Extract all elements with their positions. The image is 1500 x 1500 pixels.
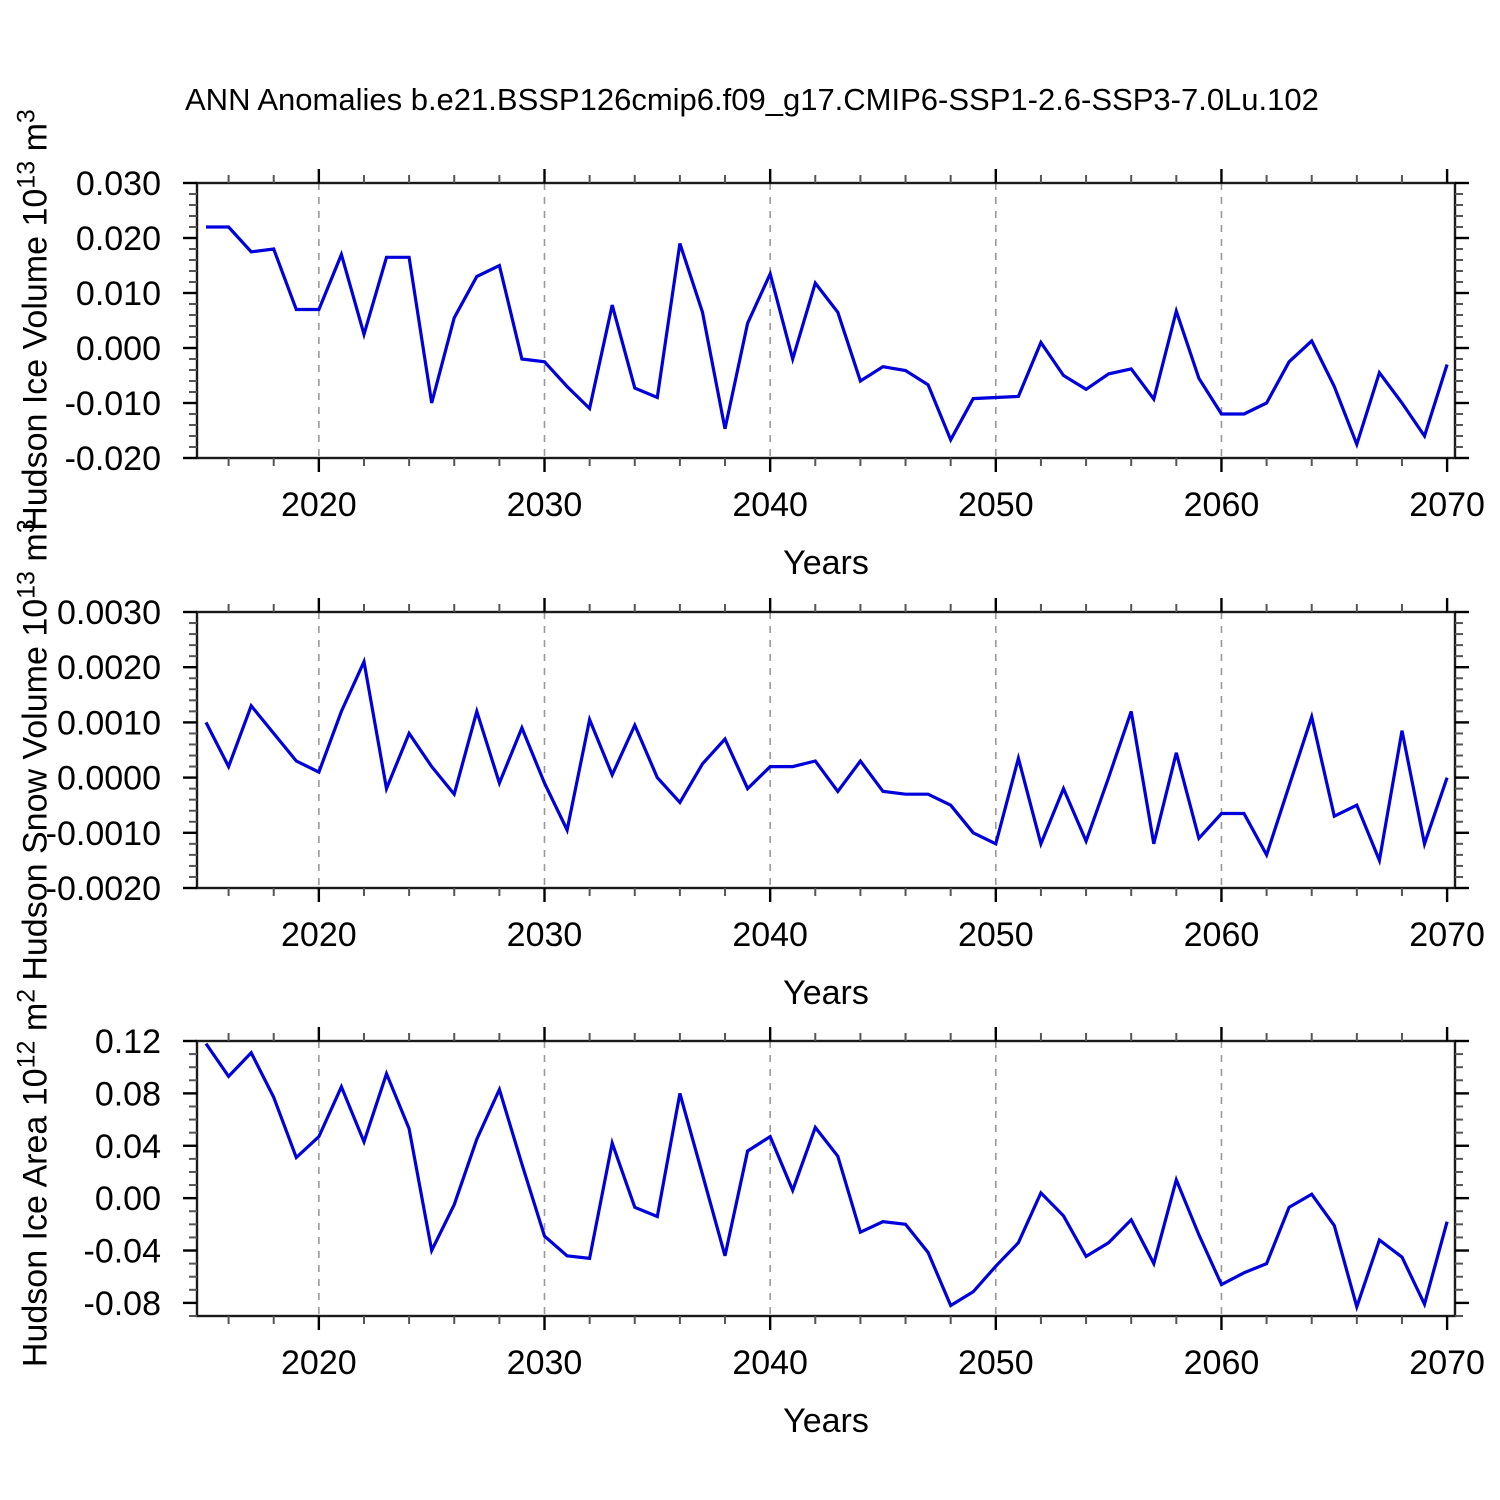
y-tick-label: -0.08 bbox=[84, 1285, 162, 1323]
x-tick-label: 2030 bbox=[507, 916, 583, 954]
x-tick-label: 2070 bbox=[1409, 1344, 1485, 1382]
panel-hudson-snow-volume: 2020 2030 2040 2050 2060 2070 0.0030 0.0020 0.00… bbox=[46, 594, 1485, 954]
panel-hudson-ice-volume: 2020 2030 2040 2050 2060 2070 0.030 0.020 0.010 0… bbox=[65, 165, 1485, 524]
x-tick-label: 2060 bbox=[1184, 486, 1260, 524]
y-tick-label: 0.12 bbox=[95, 1023, 161, 1061]
data-line-hudson-ice-volume bbox=[206, 225, 1449, 450]
y-tick-label: 0.010 bbox=[76, 275, 161, 313]
x-axis-title-panel2: Years bbox=[783, 974, 869, 1012]
x-tick-label: 2030 bbox=[507, 1344, 583, 1382]
x-axis-title-panel1: Years bbox=[783, 544, 869, 582]
x-tick-label: 2060 bbox=[1184, 1344, 1260, 1382]
data-line-hudson-snow-volume bbox=[204, 656, 1449, 867]
y-tick-label: 0.00 bbox=[95, 1180, 161, 1218]
panel-hudson-ice-area: 2020 2030 2040 2050 2060 2070 0.12 0.08 0.04 0.00… bbox=[84, 1023, 1485, 1382]
axes-box bbox=[195, 610, 1457, 890]
x-tick-label: 2040 bbox=[732, 916, 808, 954]
axes-box bbox=[195, 181, 1457, 460]
y-tick-label: 0.0020 bbox=[57, 649, 161, 687]
y-tick-label: -0.04 bbox=[84, 1233, 162, 1271]
x-tick-label: 2050 bbox=[958, 1344, 1034, 1382]
x-tick-label: 2060 bbox=[1184, 916, 1260, 954]
data-line-hudson-ice-area bbox=[204, 1042, 1449, 1313]
y-tick-label: 0.0030 bbox=[57, 594, 161, 632]
y-tick-label: 0.000 bbox=[76, 330, 161, 368]
y-tick-label: 0.0000 bbox=[57, 760, 161, 798]
x-tick-label: 2070 bbox=[1409, 916, 1485, 954]
x-tick-label: 2040 bbox=[732, 1344, 808, 1382]
y-tick-label: 0.08 bbox=[95, 1075, 161, 1113]
x-tick-label: 2040 bbox=[732, 486, 808, 524]
y-tick-label: -0.020 bbox=[65, 440, 161, 478]
x-tick-label: 2050 bbox=[958, 916, 1034, 954]
y-tick-label: -0.0020 bbox=[46, 870, 161, 908]
x-tick-label: 2020 bbox=[281, 1344, 357, 1382]
x-tick-label: 2030 bbox=[507, 486, 583, 524]
y-tick-label: 0.0010 bbox=[57, 704, 161, 742]
x-tick-label: 2050 bbox=[958, 486, 1034, 524]
x-tick-label: 2070 bbox=[1409, 486, 1485, 524]
y-tick-label: -0.0010 bbox=[46, 815, 161, 853]
x-tick-label: 2020 bbox=[281, 916, 357, 954]
x-tick-label: 2020 bbox=[281, 486, 357, 524]
axes-box bbox=[195, 1039, 1457, 1318]
chart-title: ANN Anomalies b.e21.BSSP126cmip6.f09_g17… bbox=[185, 82, 1319, 117]
y-tick-label: 0.020 bbox=[76, 220, 161, 258]
x-axis-title-panel3: Years bbox=[783, 1402, 869, 1440]
y-tick-label: 0.030 bbox=[76, 165, 161, 203]
y-tick-label: 0.04 bbox=[95, 1128, 161, 1166]
y-tick-label: -0.010 bbox=[65, 385, 161, 423]
